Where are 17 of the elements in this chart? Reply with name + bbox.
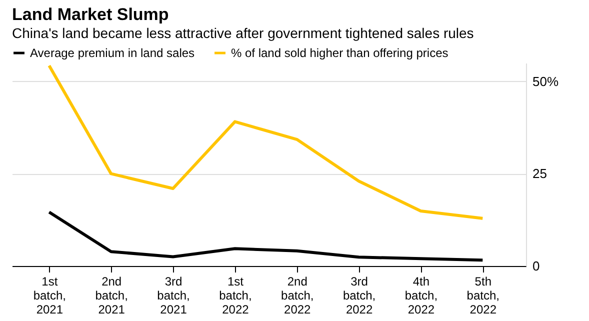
x-tick-label: 4th batch, 2022 <box>404 274 438 316</box>
y-tick-label: 50% <box>532 74 559 89</box>
line-series <box>48 210 484 262</box>
y-tick-label: 25 <box>532 166 547 182</box>
y-tick-label: 0 <box>532 258 540 274</box>
x-tick-label: 5th batch, 2022 <box>466 274 500 316</box>
x-tick-label: 3rd batch, 2022 <box>342 274 376 316</box>
x-tick-label: 1st batch, 2022 <box>219 274 252 316</box>
x-tick-label: 3rd batch, 2021 <box>157 274 190 316</box>
chart-subtitle: China's land became less attractive after government tightened sales rules <box>12 25 474 41</box>
legend-label: Average premium in land sales <box>30 46 195 60</box>
chart-title: Land Market Slump <box>12 5 169 24</box>
x-tick-label: 2nd batch, 2022 <box>281 274 314 316</box>
x-tick-label: 1st batch, 2021 <box>33 274 66 316</box>
line-series <box>48 64 484 220</box>
legend-label: % of land sold higher than offering prices <box>231 46 448 60</box>
x-tick-label: 2nd batch, 2021 <box>95 274 128 316</box>
